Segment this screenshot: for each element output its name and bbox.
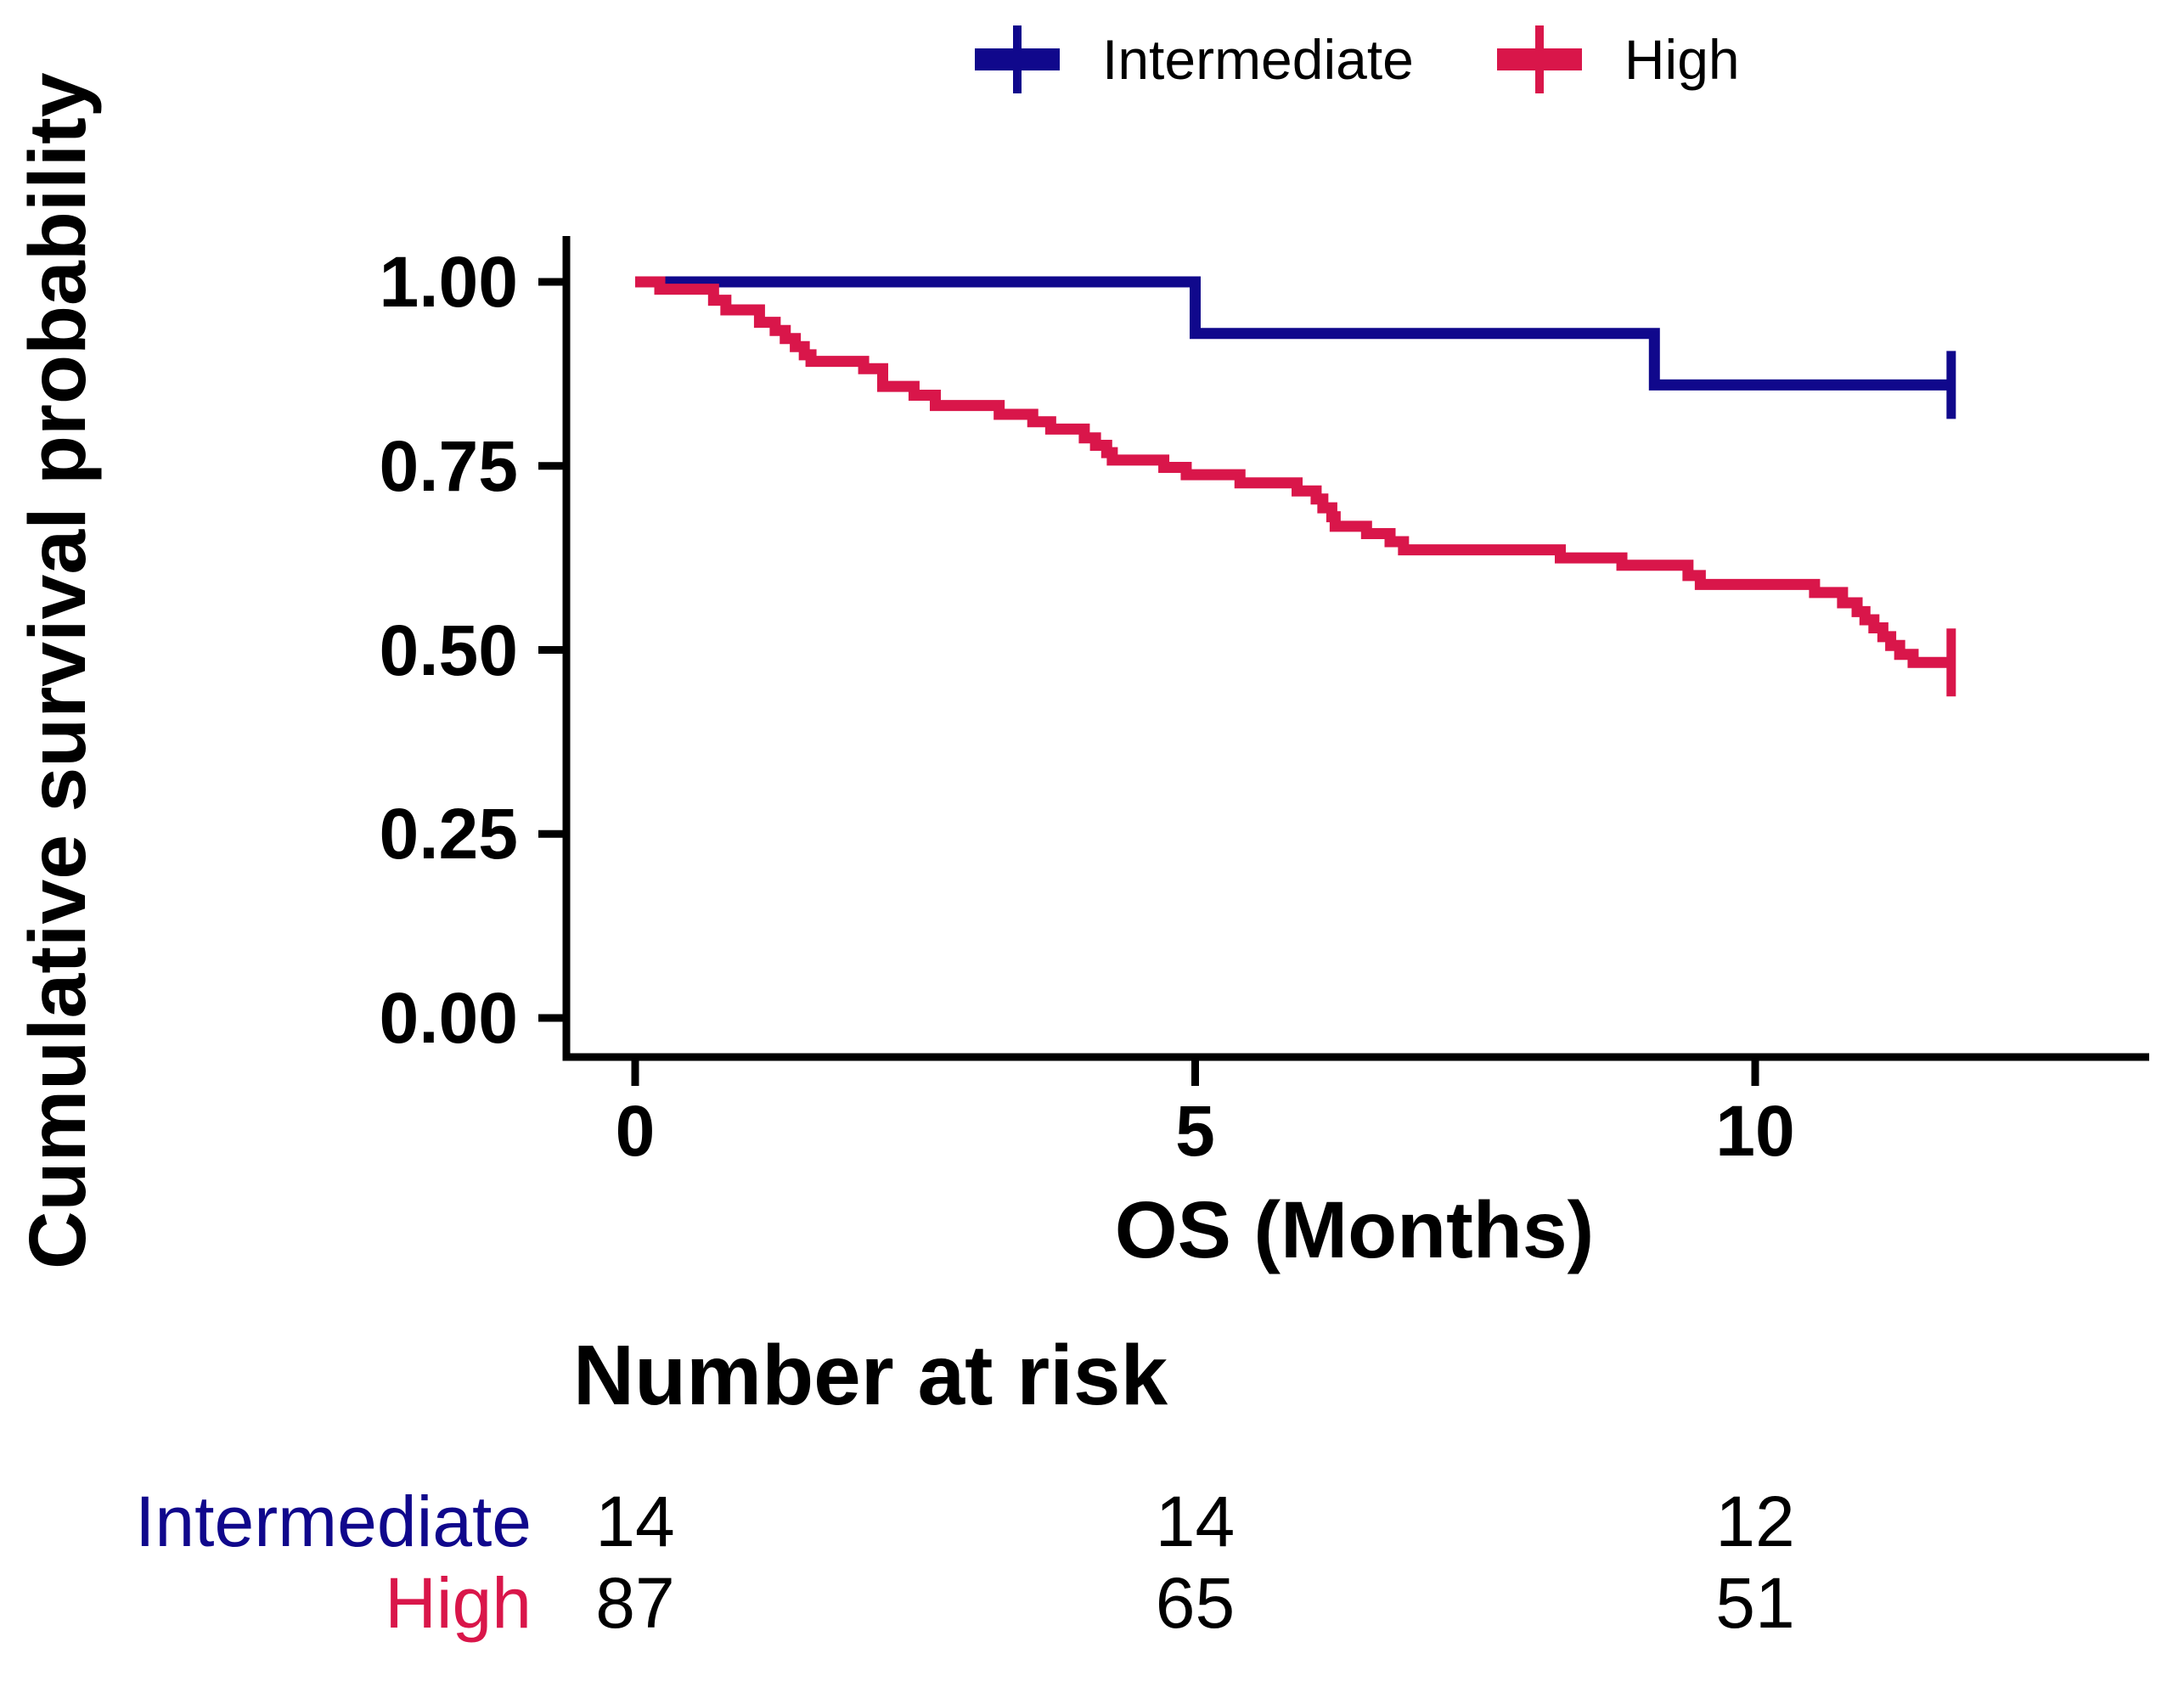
survival-curve-high (635, 276, 1951, 668)
legend-label-intermediate: Intermediate (1102, 28, 1414, 91)
x-tick-label: 5 (1175, 1091, 1215, 1171)
risk-value: 87 (595, 1563, 675, 1643)
y-tick-label: 1.00 (379, 242, 519, 322)
legend-item-high[interactable]: High (1495, 24, 1740, 95)
risk-value: 65 (1155, 1563, 1236, 1643)
censor-plus-icon (975, 25, 1060, 93)
x-tick-label: 0 (615, 1091, 656, 1171)
risk-value: 51 (1715, 1563, 1795, 1643)
x-axis-title: OS (Months) (1114, 1185, 1595, 1275)
legend: Intermediate High (973, 24, 1740, 95)
y-tick-label: 0.00 (379, 978, 519, 1058)
risk-value: 14 (1155, 1482, 1236, 1561)
risk-row-label-intermediate: Intermediate (135, 1482, 532, 1561)
risk-row-label-high: High (385, 1563, 532, 1643)
risk-value: 12 (1715, 1482, 1795, 1561)
risk-table-title: Number at risk (572, 1328, 1168, 1423)
y-tick-label: 0.50 (379, 610, 519, 690)
survival-curve-intermediate (635, 276, 1951, 391)
risk-value: 14 (595, 1482, 675, 1561)
legend-item-intermediate[interactable]: Intermediate (973, 24, 1414, 95)
y-tick-label: 0.75 (379, 425, 519, 506)
y-tick-label: 0.25 (379, 794, 519, 874)
x-tick-label: 10 (1715, 1091, 1795, 1171)
axis-spines (562, 236, 2149, 1061)
censor-plus-icon (1496, 25, 1582, 93)
legend-label-high: High (1624, 28, 1740, 91)
